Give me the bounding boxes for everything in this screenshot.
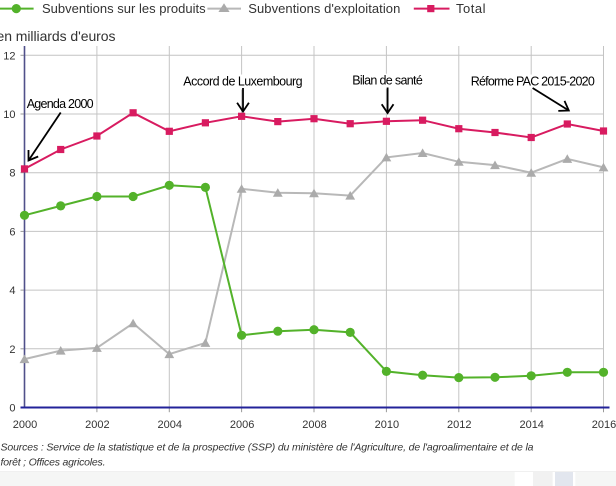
svg-text:12: 12 bbox=[3, 50, 15, 62]
svg-text:2: 2 bbox=[9, 344, 15, 356]
svg-text:Subventions sur les produits: Subventions sur les produits bbox=[42, 1, 206, 16]
svg-text:Total: Total bbox=[456, 1, 486, 16]
svg-text:2010: 2010 bbox=[375, 419, 399, 431]
svg-text:en milliards d'euros: en milliards d'euros bbox=[0, 28, 116, 44]
svg-text:Sources : Service de la statis: Sources : Service de la statistique et d… bbox=[1, 442, 534, 454]
svg-text:10: 10 bbox=[3, 109, 15, 121]
svg-text:0: 0 bbox=[9, 403, 15, 415]
svg-text:2002: 2002 bbox=[85, 419, 109, 431]
svg-text:2006: 2006 bbox=[230, 419, 254, 431]
svg-text:Réforme PAC 2015-2020: Réforme PAC 2015-2020 bbox=[471, 75, 595, 89]
svg-text:4: 4 bbox=[9, 285, 15, 297]
svg-text:2008: 2008 bbox=[302, 419, 326, 431]
svg-text:8: 8 bbox=[9, 168, 15, 180]
svg-text:Agenda 2000: Agenda 2000 bbox=[27, 97, 94, 111]
svg-text:2012: 2012 bbox=[447, 419, 471, 431]
svg-text:2004: 2004 bbox=[158, 419, 182, 431]
svg-text:2000: 2000 bbox=[13, 419, 37, 431]
svg-text:2014: 2014 bbox=[519, 419, 543, 431]
svg-text:Accord de Luxembourg: Accord de Luxembourg bbox=[183, 75, 302, 89]
svg-text:Subventions d'exploitation: Subventions d'exploitation bbox=[248, 1, 400, 16]
svg-text:Bilan de santé: Bilan de santé bbox=[352, 74, 423, 88]
svg-text:6: 6 bbox=[9, 226, 15, 238]
svg-text:2016: 2016 bbox=[592, 419, 616, 431]
svg-text:forêt ; Offices agricoles.: forêt ; Offices agricoles. bbox=[1, 457, 106, 469]
